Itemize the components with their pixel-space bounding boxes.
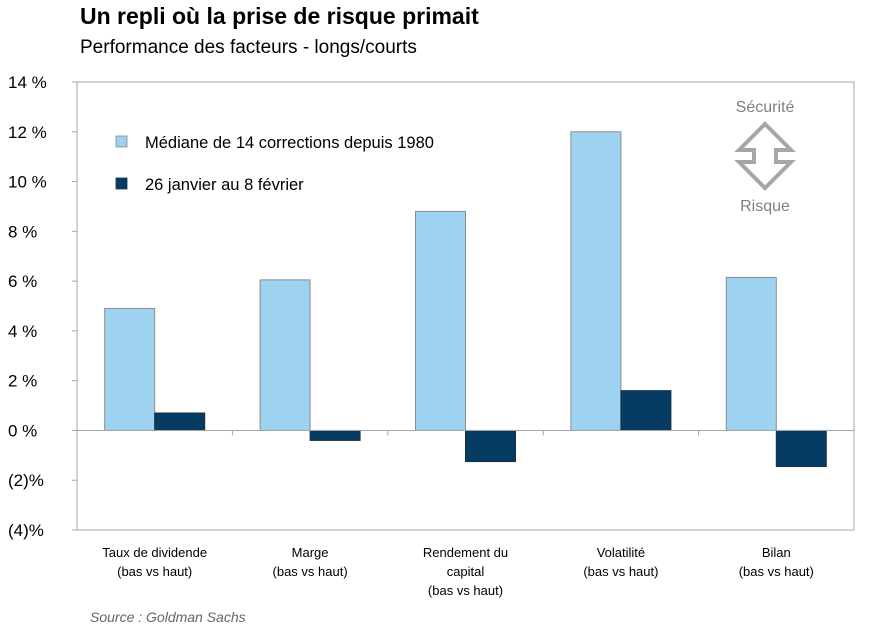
x-category-label: capital <box>447 564 485 579</box>
x-category-label: Taux de dividende <box>102 545 207 560</box>
bar-recent <box>775 429 827 468</box>
legend-swatch-median <box>115 135 128 148</box>
y-tick-label: (4)% <box>8 521 44 540</box>
plot-area <box>76 81 855 531</box>
x-category-label: (bas vs haut) <box>739 564 814 579</box>
y-tick-label: 10 % <box>8 173 47 192</box>
bar-recent <box>309 429 361 441</box>
y-tick-label: 2 % <box>8 372 37 391</box>
x-category-label: (bas vs haut) <box>273 564 348 579</box>
y-tick-label: (2)% <box>8 471 44 490</box>
bar-recent <box>620 390 672 431</box>
annotation-safety-label: Sécurité <box>736 99 795 116</box>
x-category-label: Bilan <box>762 545 791 560</box>
x-category-label: (bas vs haut) <box>428 583 503 598</box>
bar-recent <box>465 429 516 463</box>
bar-median <box>570 131 622 431</box>
x-axis-labels: Taux de dividende (bas vs haut) Marge (bas … <box>102 545 814 598</box>
x-category-label: Volatilité <box>597 545 645 560</box>
y-axis: 14 % 12 % 10 % 8 % 6 % 4 % 2 % 0 % (2)% (4)% <box>8 73 77 540</box>
source-note: Source : Goldman Sachs <box>90 609 246 625</box>
legend-label-median: Médiane de 14 corrections depuis 1980 <box>145 134 434 152</box>
plot-border <box>76 81 855 531</box>
x-category-label: Marge <box>292 545 329 560</box>
bar-median <box>415 210 466 431</box>
legend-label-recent: 26 janvier au 8 février <box>145 176 304 194</box>
y-tick-label: 8 % <box>8 222 37 241</box>
annotation-risk-label: Risque <box>740 198 790 215</box>
x-category-label: Rendement du <box>423 545 508 560</box>
y-tick-label: 0 % <box>8 421 37 440</box>
bar-median <box>725 276 777 431</box>
safety-risk-annotation: Sécurité Risque <box>734 99 796 215</box>
legend-swatch-recent <box>115 177 128 190</box>
y-tick-label: 14 % <box>8 73 47 92</box>
y-tick-label: 6 % <box>8 272 37 291</box>
y-tick-label: 12 % <box>8 123 47 142</box>
legend: Médiane de 14 corrections depuis 1980 26 … <box>115 134 434 194</box>
bar-median <box>259 279 311 431</box>
bar-recent <box>154 412 206 431</box>
x-category-label: (bas vs haut) <box>117 564 192 579</box>
double-arrow-icon <box>734 121 796 191</box>
bar-median <box>104 307 156 431</box>
x-category-label: (bas vs haut) <box>583 564 658 579</box>
chart-subtitle: Performance des facteurs - longs/courts <box>80 37 417 58</box>
chart-title: Un repli où la prise de risque primait <box>80 3 479 29</box>
y-tick-label: 4 % <box>8 322 37 341</box>
